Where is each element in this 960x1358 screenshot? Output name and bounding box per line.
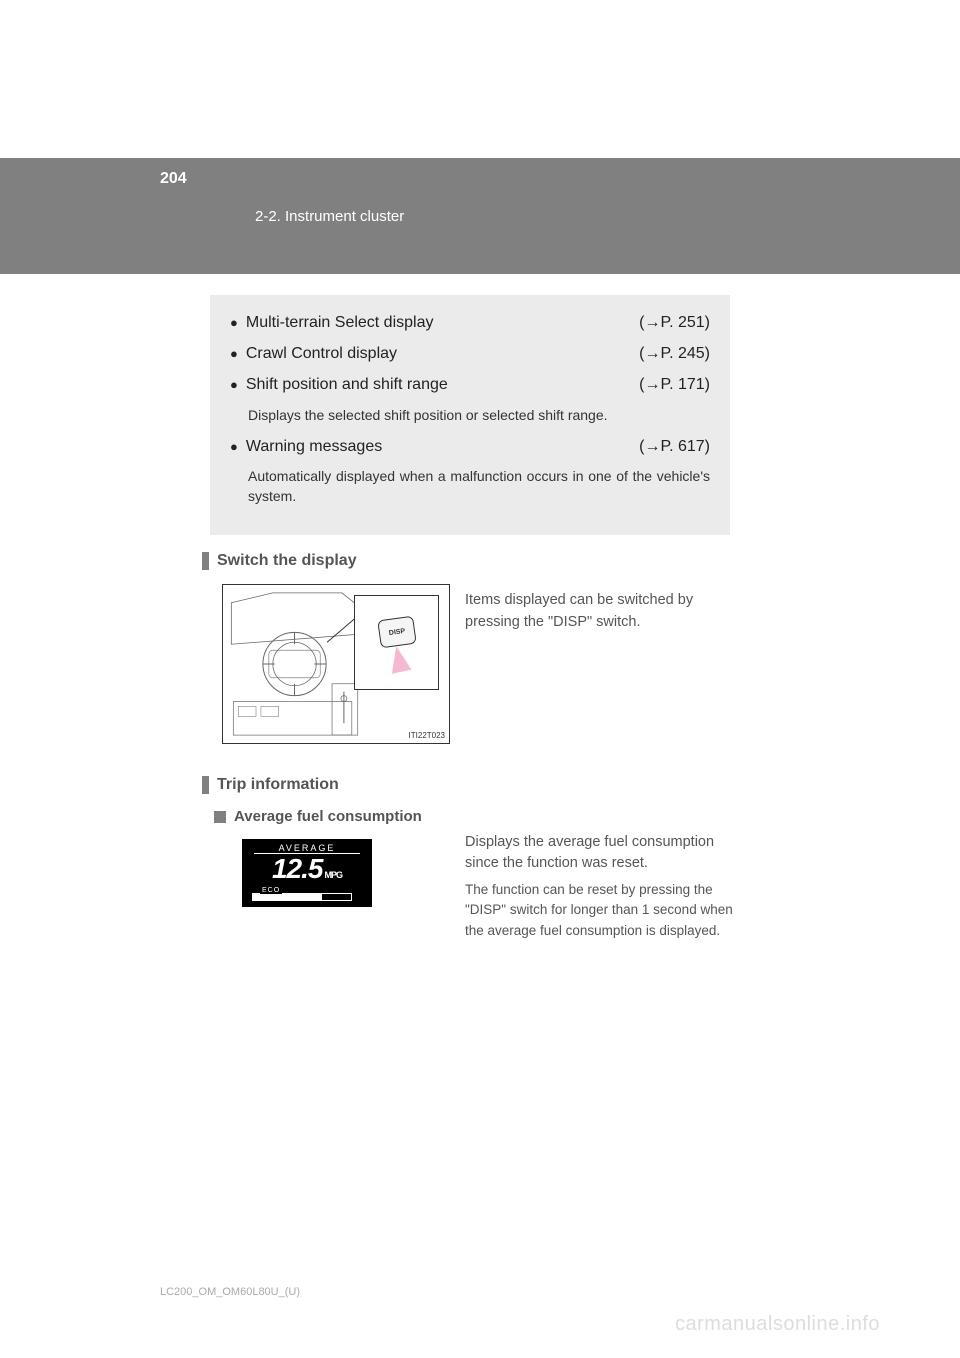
mpg-average-label: AVERAGE (242, 843, 372, 853)
info-ref: (→P. 245) (639, 342, 710, 365)
info-label: Shift position and shift range (246, 373, 448, 396)
disp-arrow-icon (387, 644, 412, 674)
heading-bar-icon (202, 776, 209, 794)
info-item: ● Warning messages (→P. 617) (230, 435, 710, 458)
section-label: 2-2. Instrument cluster (255, 208, 404, 225)
mpg-value: 12.5MPG (242, 853, 372, 885)
diagram-label: ITI22T023 (409, 731, 445, 740)
disp-button-inset: DISP (354, 595, 439, 690)
heading-text: Trip information (217, 776, 339, 794)
page-number: 204 (160, 170, 187, 188)
manual-ref: LC200_OM_OM60L80U_(U) (160, 1286, 300, 1298)
subheading-square-icon (214, 811, 226, 823)
info-sub: Automatically displayed when a malfuncti… (248, 466, 710, 507)
switch-section: Switch the display DISP ITI22T023 (202, 552, 742, 744)
info-sub: Displays the selected shift position or … (248, 405, 710, 425)
trip-desc-main: Displays the average fuel consumption si… (465, 832, 735, 874)
trip-description: Displays the average fuel consumption si… (465, 832, 735, 941)
bullet-icon: ● (230, 314, 238, 333)
switch-caption: Items displayed can be switched by press… (465, 590, 735, 634)
mpg-unit: MPG (324, 870, 342, 880)
section-heading: Switch the display (202, 552, 742, 570)
info-ref: (→P. 617) (639, 435, 710, 458)
info-item: ● Multi-terrain Select display (→P. 251) (230, 311, 710, 334)
info-label: Crawl Control display (246, 342, 397, 365)
heading-bar-icon (202, 552, 209, 570)
bullet-icon: ● (230, 345, 238, 364)
subheading-text: Average fuel consumption (234, 808, 422, 825)
eco-bar-fill (253, 894, 322, 900)
info-item: ● Shift position and shift range (→P. 17… (230, 373, 710, 396)
trip-desc-sub: The function can be reset by pressing th… (465, 880, 735, 941)
mpg-display: AVERAGE 12.5MPG ECO (242, 839, 372, 907)
info-label: Multi-terrain Select display (246, 311, 434, 334)
disp-button: DISP (377, 616, 417, 649)
info-label: Warning messages (246, 435, 382, 458)
bullet-icon: ● (230, 376, 238, 395)
watermark: carmanualsonline.info (675, 1313, 880, 1336)
info-box: ● Multi-terrain Select display (→P. 251)… (210, 295, 730, 535)
eco-bar (252, 893, 352, 901)
bullet-icon: ● (230, 438, 238, 457)
info-ref: (→P. 251) (639, 311, 710, 334)
disp-switch-diagram: DISP ITI22T023 (222, 584, 450, 744)
info-ref: (→P. 171) (639, 373, 710, 396)
heading-text: Switch the display (217, 552, 357, 570)
eco-label: ECO (260, 887, 282, 894)
section-heading: Trip information (202, 776, 742, 794)
sub-heading: Average fuel consumption (214, 808, 742, 825)
info-item: ● Crawl Control display (→P. 245) (230, 342, 710, 365)
header-band: 2-2. Instrument cluster (0, 158, 960, 274)
